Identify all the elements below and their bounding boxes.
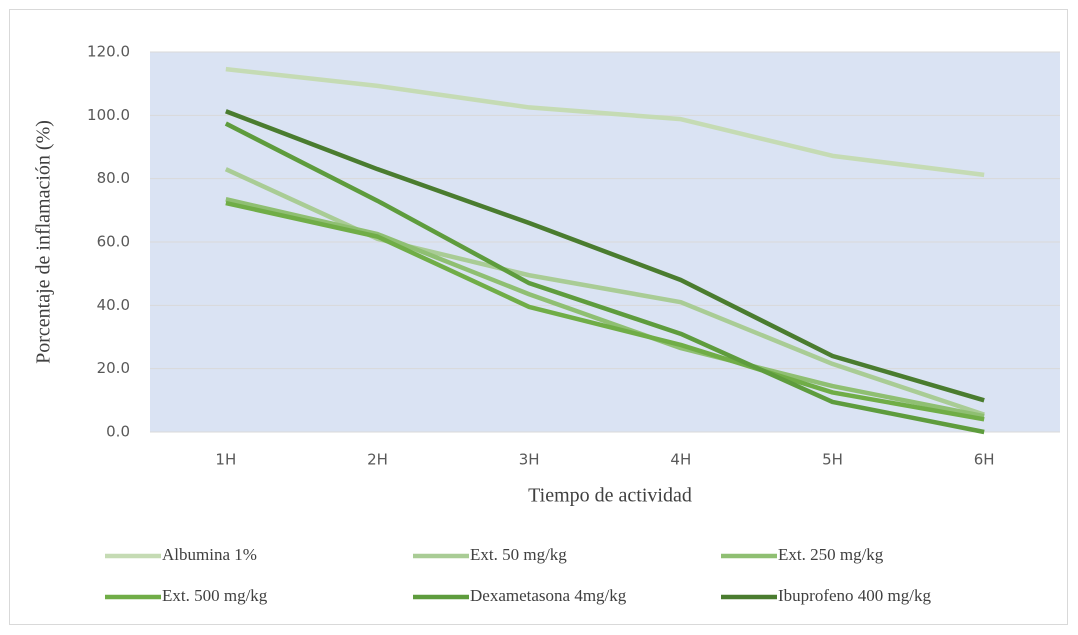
x-axis-label: Tiempo de actividad	[528, 485, 692, 507]
y-tick-label: 60.0	[97, 233, 130, 251]
series-line	[224, 121, 985, 435]
legend-label: Ext. 250 mg/kg	[778, 545, 884, 564]
x-tick-label: 5H	[822, 451, 843, 469]
y-tick-label: 20.0	[97, 359, 130, 377]
y-tick-label: 100.0	[87, 106, 130, 124]
x-tick-label: 4H	[670, 451, 691, 469]
y-tick-label: 0.0	[106, 423, 130, 441]
legend-label: Albumina 1%	[162, 545, 257, 564]
series-line	[225, 200, 985, 422]
y-tick-label: 80.0	[97, 169, 130, 187]
legend-label: Dexametasona 4mg/kg	[470, 586, 627, 605]
series-line	[225, 66, 985, 178]
y-tick-label: 120.0	[87, 43, 130, 61]
x-tick-label: 3H	[519, 451, 540, 469]
x-tick-label: 2H	[367, 451, 388, 469]
legend-label: Ext. 500 mg/kg	[162, 586, 268, 605]
y-tick-label: 40.0	[97, 296, 130, 314]
legend-label: Ibuprofeno 400 mg/kg	[778, 586, 931, 605]
series-line	[225, 197, 985, 419]
series-line	[225, 109, 985, 403]
x-tick-label: 1H	[215, 451, 236, 469]
x-tick-label: 6H	[974, 451, 995, 469]
legend-label: Ext. 50 mg/kg	[470, 545, 567, 564]
y-axis-label: Porcentaje de inflamación (%)	[33, 120, 55, 364]
